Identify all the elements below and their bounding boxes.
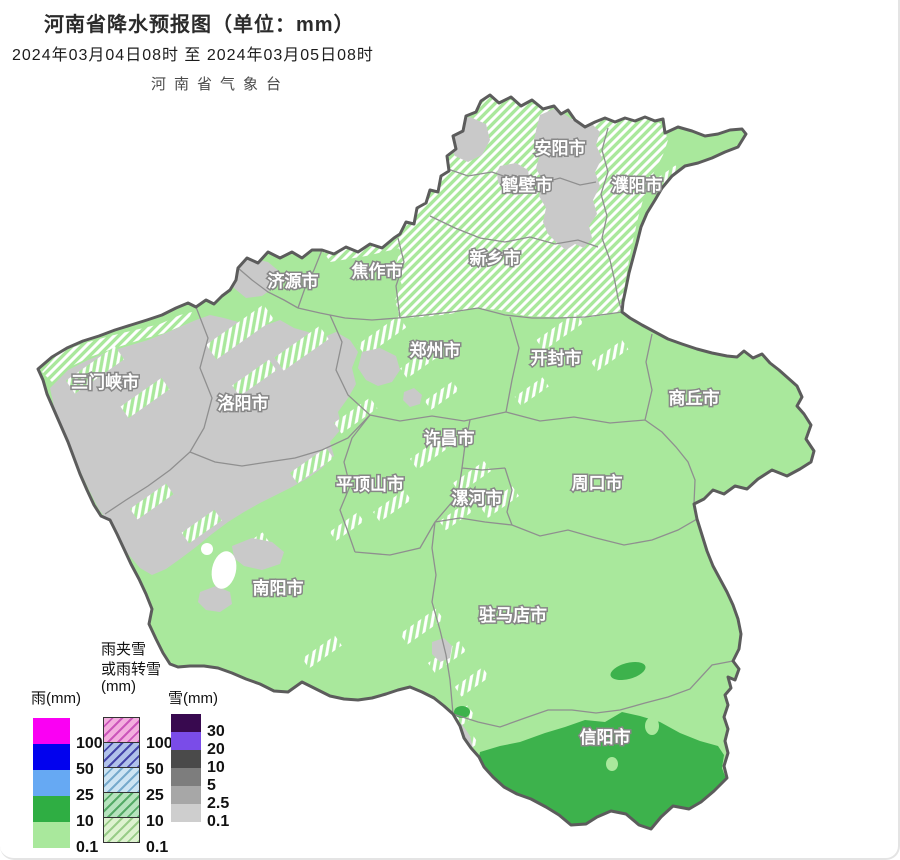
city-boundaries-central: [104, 306, 696, 515]
legend-sleet-value: 50: [146, 761, 164, 778]
legend-sleet-value: 0.1: [146, 839, 169, 856]
legend-sleet-value: 100: [146, 735, 173, 752]
legend-snow-value: 0.1: [207, 813, 230, 830]
legend-sleet-swatch-100: [103, 717, 140, 743]
legend-sleet-title-line3: (mm): [101, 678, 136, 695]
legend-sleet-swatch-0.1: [103, 817, 140, 843]
city-label-anyang: 安阳市: [535, 138, 586, 158]
legend-rain-swatch-10: [33, 796, 70, 822]
region-rain-moderate-xinyang: [479, 712, 726, 829]
rain-light-holes: [606, 717, 659, 771]
no-precip-patches: [201, 543, 237, 589]
agency-name: 河南省气象台: [150, 75, 289, 93]
legend-snow-swatches: [171, 714, 201, 822]
legend-rain-value: 0.1: [76, 839, 99, 856]
city-label-zhoukou: 周口市: [572, 473, 623, 493]
legend-rain-swatch-100: [33, 718, 70, 744]
legend-rain-value: 10: [76, 813, 94, 830]
city-label-xinxiang: 新乡市: [470, 248, 521, 268]
legend-rain-title: 雨(mm): [31, 690, 81, 707]
city-label-luohe: 漯河市: [452, 488, 503, 508]
legend-snow-value: 30: [207, 723, 225, 740]
legend-rain-swatch-50: [33, 744, 70, 770]
city-label-shangqiu: 商丘市: [669, 388, 720, 408]
legend-sleet-swatch-25: [103, 767, 140, 793]
city-label-nanyang: 南阳市: [253, 578, 304, 598]
legend-rain-value: 25: [76, 787, 94, 804]
legend-rain-swatch-25: [33, 770, 70, 796]
page-title: 河南省降水预报图（单位：mm）: [44, 14, 355, 36]
city-label-jiaozuo: 焦作市: [351, 261, 403, 281]
legend-snow-swatch-2.5: [171, 786, 201, 804]
legend-sleet-swatch-10: [103, 792, 140, 818]
legend-sleet-swatch-50: [103, 742, 140, 768]
legend-snow-swatch-30: [171, 714, 201, 732]
city-label-jiyuan: 济源市: [268, 271, 319, 291]
city-label-puyang: 濮阳市: [612, 175, 663, 195]
legend-sleet-swatches: [103, 717, 140, 843]
legend-rain-value: 100: [76, 735, 103, 752]
legend-snow-swatch-20: [171, 732, 201, 750]
forecast-date-range: 2024年03月04日08时 至 2024年03月05日08时: [12, 47, 374, 64]
city-boundaries-north: [237, 127, 623, 321]
city-labels: 安阳市 鹤壁市 濮阳市 新乡市 焦作市 济源市 郑州市 开封市 三门峡市 洛阳市…: [70, 137, 722, 749]
city-label-luoyang: 洛阳市: [218, 393, 269, 413]
city-label-pingdingshan: 平顶山市: [336, 474, 404, 494]
legend-sleet-value: 10: [146, 813, 164, 830]
city-label-kaifeng: 开封市: [531, 348, 582, 368]
city-label-xinyang: 信阳市: [580, 727, 631, 747]
city-label-zhumadian: 驻马店市: [479, 605, 547, 625]
legend-snow-value: 10: [207, 759, 225, 776]
sleet-hatch-patches: [42, 165, 682, 760]
legend-snow-swatch-10: [171, 750, 201, 768]
legend-snow-value: 2.5: [207, 795, 230, 812]
legend-rain-swatches: [33, 718, 70, 848]
legend-rain-value: 50: [76, 761, 94, 778]
legend-rain-swatch-0.1: [33, 822, 70, 848]
legend-snow-swatch-0.1: [171, 804, 201, 822]
legend-snow-value: 20: [207, 741, 225, 758]
city-label-hebi: 鹤壁市: [502, 175, 553, 195]
city-boundaries-south: [339, 414, 734, 728]
legend-sleet-title-line2: 或雨转雪: [101, 661, 162, 678]
legend-snow-swatch-5: [171, 768, 201, 786]
legend-snow-value: 5: [207, 777, 216, 794]
legend-sleet-value: 25: [146, 787, 164, 804]
legend-sleet-title-line1: 雨夹雪: [101, 641, 147, 658]
region-snow-west: [50, 315, 358, 575]
city-label-zhengzhou: 郑州市: [410, 340, 461, 360]
legend-snow-title: 雪(mm): [168, 690, 218, 707]
city-label-sanmenxia: 三门峡市: [71, 372, 139, 392]
province-border: [36, 93, 816, 831]
city-label-xuchang: 许昌市: [424, 428, 475, 448]
